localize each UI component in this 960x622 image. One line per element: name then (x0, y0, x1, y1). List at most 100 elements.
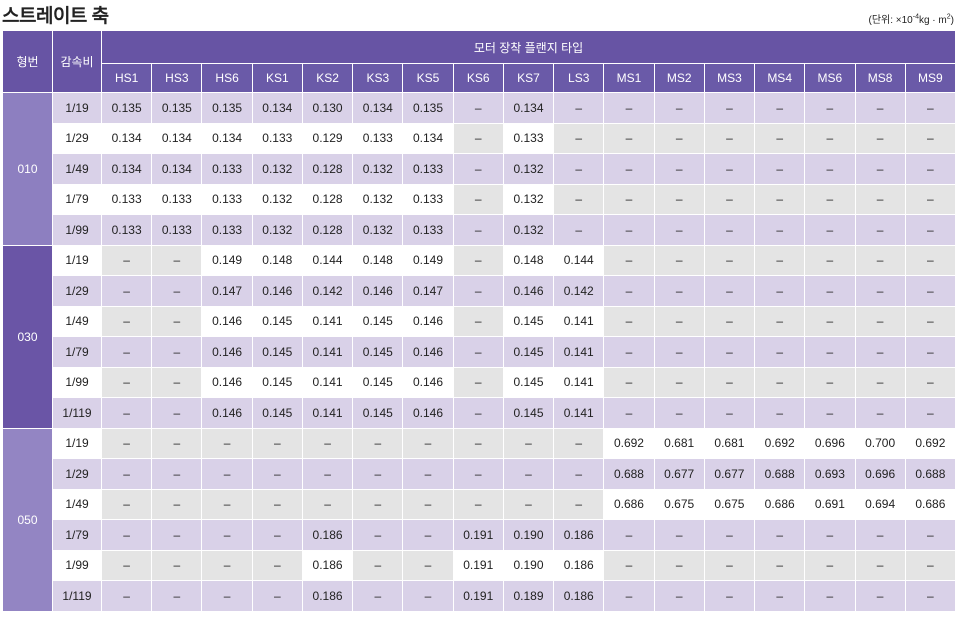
table-row: 1/119– – – –0.186– –0.191 0.189 0.186– – – – – – – (3, 580, 957, 612)
value-cell: – (653, 366, 705, 398)
value-cell: 0.693 (804, 458, 856, 490)
value-cell: 0.141 (553, 305, 605, 337)
value-cell: – (603, 153, 655, 185)
header-flange-group: 모터 장착 플랜지 타입 (101, 30, 956, 64)
value-cell: – (804, 549, 856, 581)
value-cell: – (151, 397, 203, 429)
table-row: 1/29– –0.147 0.146 0.142 0.146 0.147–0.146 0.1… (3, 275, 957, 307)
value-cell: – (603, 122, 655, 154)
header-flange-ks1: KS1 (251, 63, 303, 93)
ratio-cell: 1/19 (52, 92, 102, 124)
ratio-cell: 1/119 (52, 397, 102, 429)
value-cell: – (553, 427, 605, 459)
value-cell: – (352, 580, 404, 612)
value-cell: 0.190 (502, 519, 555, 551)
value-cell: 0.129 (301, 122, 354, 154)
value-cell: 0.133 (100, 214, 153, 246)
value-cell: – (251, 580, 303, 612)
value-cell: – (352, 458, 404, 490)
value-cell: 0.696 (854, 458, 906, 490)
value-cell: 0.696 (804, 427, 856, 459)
table-row: 050 1/19– – – – – – – – – –0.692 0.681 0.681 0.692 0.6… (2, 427, 957, 612)
table-row: 1/29– – – – – – – – – –0.688 0.677 0.677 0.688 0.693 0… (3, 458, 957, 490)
value-cell: – (301, 458, 354, 490)
value-cell: – (754, 183, 806, 215)
header-flange-hs1: HS1 (100, 63, 153, 93)
ratio-cell: 1/99 (52, 549, 102, 581)
value-cell: 0.134 (402, 122, 454, 154)
value-cell: – (854, 275, 906, 307)
value-cell: – (804, 214, 856, 246)
value-cell: – (100, 305, 153, 337)
value-cell: 0.144 (553, 244, 605, 276)
value-cell: 0.132 (352, 183, 404, 215)
model-cell: 030 (2, 244, 53, 429)
value-cell: – (653, 275, 705, 307)
value-cell: 0.128 (301, 183, 354, 215)
value-cell: – (100, 244, 153, 276)
value-cell: 0.148 (352, 244, 404, 276)
header-flange-ms4: MS4 (754, 63, 806, 93)
value-cell: 0.149 (201, 244, 253, 276)
value-cell: – (603, 183, 655, 215)
value-cell: – (754, 92, 806, 124)
value-cell: – (854, 214, 906, 246)
header-flange-ms3: MS3 (703, 63, 756, 93)
value-cell: – (804, 336, 856, 368)
value-cell: – (904, 275, 957, 307)
value-cell: – (904, 214, 957, 246)
ratio-cell: 1/49 (52, 153, 102, 185)
value-cell: – (553, 122, 605, 154)
value-cell: 0.134 (352, 92, 404, 124)
model-cell: 050 (2, 427, 53, 612)
value-cell: – (754, 153, 806, 185)
value-cell: – (754, 122, 806, 154)
unit-exp: -4 (912, 13, 919, 21)
value-cell: – (904, 580, 957, 612)
value-cell: 0.128 (301, 214, 354, 246)
value-cell: – (754, 336, 806, 368)
value-cell: – (904, 397, 957, 429)
value-cell: – (502, 427, 555, 459)
value-cell: – (603, 549, 655, 581)
header-flange-ks7: KS7 (502, 63, 555, 93)
table-row: 1/79– – – –0.186– –0.191 0.190 0.186– – – – – – – (3, 519, 957, 551)
header-flange-ks3: KS3 (352, 63, 404, 93)
value-cell: 0.146 (201, 336, 253, 368)
header-flange-ms9: MS9 (904, 63, 957, 93)
value-cell: 0.148 (251, 244, 303, 276)
value-cell: – (754, 366, 806, 398)
header-flange-hs6: HS6 (201, 63, 253, 93)
value-cell: 0.141 (301, 305, 354, 337)
value-cell: – (703, 244, 756, 276)
unit-prefix: (단위: ×10 (868, 15, 913, 26)
value-cell: 0.186 (301, 549, 354, 581)
value-cell: – (754, 305, 806, 337)
value-cell: – (754, 519, 806, 551)
value-cell: 0.145 (502, 336, 555, 368)
value-cell: – (452, 427, 504, 459)
value-cell: – (100, 549, 153, 581)
value-cell: – (703, 366, 756, 398)
value-cell: – (452, 488, 504, 520)
value-cell: – (603, 275, 655, 307)
value-cell: – (653, 305, 705, 337)
value-cell: – (703, 519, 756, 551)
value-cell: – (904, 519, 957, 551)
value-cell: 0.186 (301, 580, 354, 612)
value-cell: – (100, 275, 153, 307)
value-cell: – (100, 336, 153, 368)
value-cell: – (201, 458, 253, 490)
value-cell: 0.142 (553, 275, 605, 307)
value-cell: – (151, 580, 203, 612)
value-cell: 0.132 (502, 214, 555, 246)
value-cell: – (452, 183, 504, 215)
value-cell: – (553, 92, 605, 124)
table-row: 1/49 0.134 0.134 0.133 0.132 0.128 0.132 0.133–… (3, 153, 957, 185)
value-cell: 0.692 (904, 427, 957, 459)
value-cell: 0.134 (100, 122, 153, 154)
header-flange-hs3: HS3 (151, 63, 203, 93)
value-cell: 0.128 (301, 153, 354, 185)
value-cell: 0.691 (804, 488, 856, 520)
value-cell: – (151, 488, 203, 520)
